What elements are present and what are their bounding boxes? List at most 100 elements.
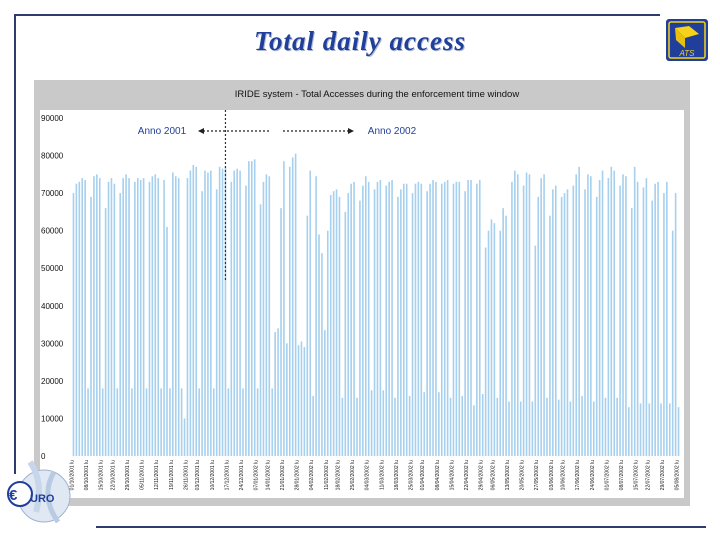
chart-bar: [373, 189, 376, 457]
chart-bar: [452, 183, 455, 456]
chart-bar: [239, 170, 241, 456]
chart-bar: [575, 174, 578, 456]
chart-bar: [440, 183, 443, 456]
x-tick-label: 25/03/2002 lu: [409, 460, 415, 491]
chart-bar: [75, 183, 78, 456]
chart-bar: [81, 178, 84, 456]
chart-bar: [610, 166, 613, 456]
chart-bar: [590, 176, 592, 456]
slide-frame-bottom: [96, 526, 706, 528]
chart-bar: [212, 388, 215, 456]
chart-bar: [519, 401, 522, 456]
chart-bar: [259, 204, 262, 456]
chart-bar: [224, 166, 227, 456]
x-tick-label: 03/06/2002 lu: [549, 460, 555, 491]
slide-frame-top: [14, 14, 660, 16]
chart-bar: [671, 230, 674, 456]
x-tick-label: 22/04/2002 lu: [464, 460, 470, 491]
chart-bar: [362, 185, 364, 456]
x-tick-label: 06/05/2002 lu: [490, 460, 496, 491]
chart-bar: [218, 166, 221, 456]
chart-bar: [443, 181, 446, 456]
y-tick-label: 90000: [41, 114, 64, 123]
chart-bar: [151, 176, 154, 456]
x-tick-label: 29/10/2001 lu: [125, 460, 131, 491]
chart-bar: [499, 230, 502, 456]
chart-bar: [601, 170, 604, 456]
chart-bar: [598, 179, 601, 456]
logo-text: ATS: [679, 49, 696, 58]
x-tick-label: 26/11/2001 lu: [183, 460, 189, 490]
x-tick-label: 05/08/2002 lu: [675, 460, 681, 491]
chart-bar: [458, 181, 461, 456]
chart-bar: [250, 161, 253, 456]
chart-bar: [543, 174, 545, 456]
chart-bar: [654, 183, 656, 456]
x-tick-label: 08/07/2002 lu: [619, 460, 625, 491]
chart-bar: [221, 168, 224, 456]
chart-bar: [347, 193, 350, 457]
chart-bar: [326, 230, 329, 456]
chart-bar: [467, 179, 469, 456]
chart-bar: [306, 215, 309, 456]
chart-bar: [388, 181, 390, 456]
chart-bar: [379, 179, 382, 456]
chart-bar: [435, 181, 437, 456]
slide-title: Total daily access: [254, 26, 466, 56]
chart-bar: [253, 159, 256, 456]
chart-bar: [473, 405, 475, 456]
euro-emblem-logo: € URO: [7, 460, 71, 524]
chart-bar: [142, 178, 145, 456]
chart-bar: [215, 189, 218, 457]
chart-bar: [432, 179, 434, 456]
chart-bar: [511, 181, 513, 456]
ats-logo: ATS: [666, 19, 708, 61]
chart-bar: [268, 176, 271, 456]
chart-bar: [537, 196, 540, 456]
chart-bar: [645, 178, 648, 456]
chart-bar: [300, 341, 303, 456]
chart-bar: [663, 193, 665, 457]
chart-bar: [470, 179, 472, 456]
x-tick-label: 01/07/2002 lu: [604, 460, 610, 491]
chart-bar: [528, 174, 531, 456]
chart-bar: [186, 178, 189, 456]
euro-sign-icon: €: [9, 487, 18, 504]
chart-bar: [72, 193, 75, 457]
chart-bar: [622, 174, 624, 456]
chart-bar: [172, 172, 174, 456]
chart-bar: [204, 170, 206, 456]
chart-bar: [549, 215, 551, 456]
chart-bar: [408, 395, 411, 456]
chart-bar: [595, 196, 598, 456]
chart-bar: [113, 183, 116, 456]
chart-bar: [274, 332, 276, 456]
chart-bar: [139, 179, 142, 456]
chart-bar: [96, 174, 98, 456]
y-tick-label: 40000: [41, 302, 64, 311]
chart-bar: [394, 397, 396, 456]
chart-bar: [262, 181, 265, 456]
chart-bar: [648, 403, 651, 456]
chart-bar: [657, 181, 659, 456]
y-tick-label: 10000: [41, 414, 64, 423]
x-tick-label: 11/02/2002 lu: [324, 460, 330, 490]
chart-bar: [280, 208, 282, 456]
chart-bar: [546, 397, 548, 456]
chart-bar: [496, 397, 499, 456]
chart-bar: [125, 174, 127, 456]
x-tick-label: 18/03/2002 lu: [394, 460, 400, 491]
chart-bar: [277, 328, 279, 456]
slide-frame-left: [14, 14, 16, 474]
chart-bar: [616, 397, 618, 456]
chart-bar: [642, 187, 645, 456]
y-tick-label: 60000: [41, 227, 64, 236]
x-tick-label: 11/03/2002 lu: [379, 460, 385, 490]
chart-bar: [116, 388, 119, 456]
chart-bar: [525, 172, 528, 456]
x-tick-label: 15/10/2001 lu: [99, 460, 105, 491]
chart-bar: [455, 181, 458, 456]
chart-bar: [148, 181, 151, 456]
chart-bar: [677, 407, 680, 456]
chart-bar: [297, 345, 300, 456]
